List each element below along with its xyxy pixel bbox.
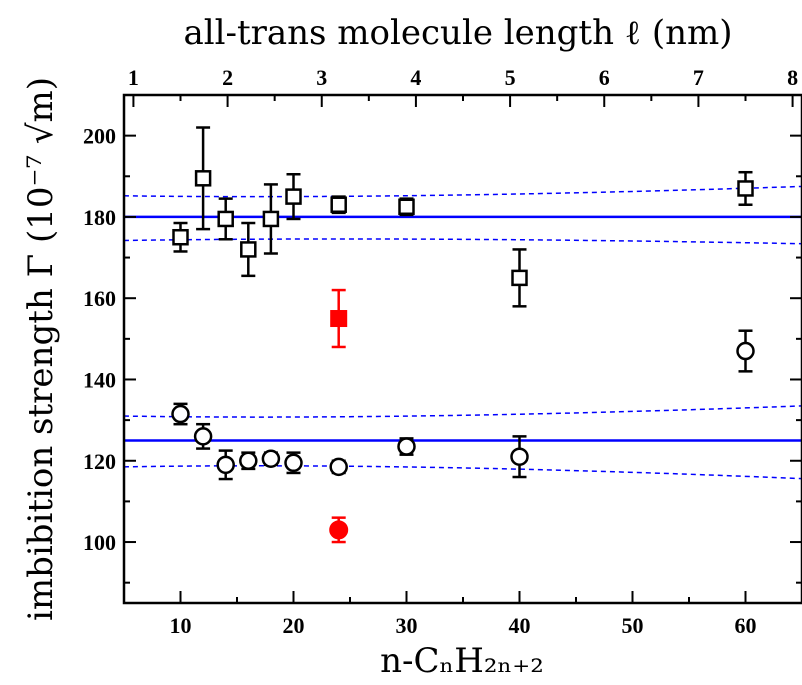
top-tick-label: 1 bbox=[128, 65, 139, 90]
x-tick-label: 40 bbox=[509, 613, 531, 638]
data-point-square bbox=[217, 210, 234, 228]
fit-band-lower bbox=[123, 465, 802, 480]
data-point-square bbox=[262, 210, 280, 228]
y-tick-label: 100 bbox=[83, 530, 116, 555]
data-point-circle bbox=[397, 437, 416, 456]
x-tick-label: 30 bbox=[396, 613, 418, 638]
data-point-circle bbox=[216, 455, 235, 475]
plot-frame bbox=[122, 93, 802, 605]
data-point-square bbox=[398, 198, 415, 216]
y-tick-label: 180 bbox=[83, 205, 116, 230]
x-tick-label: 60 bbox=[735, 613, 757, 638]
top-tick-label: 6 bbox=[599, 65, 610, 90]
x-tick-label: 20 bbox=[283, 613, 305, 638]
fit-band-upper bbox=[123, 405, 802, 418]
y-tick-label: 200 bbox=[83, 124, 116, 149]
data-point-circle bbox=[510, 447, 529, 466]
top-tick-label: 5 bbox=[505, 65, 516, 90]
data-point-square bbox=[330, 196, 347, 213]
data-point-circle bbox=[261, 449, 281, 468]
data-points-layer bbox=[171, 126, 755, 544]
top-tick-label: 2 bbox=[222, 65, 233, 90]
data-point-circle bbox=[284, 453, 303, 473]
y-tick-label: 120 bbox=[83, 449, 116, 474]
top-tick-label: 4 bbox=[410, 65, 421, 90]
data-point-circle bbox=[736, 341, 755, 361]
x-tick-label: 50 bbox=[622, 613, 644, 638]
y-tick-label: 140 bbox=[83, 367, 116, 392]
y-tick-label: 160 bbox=[83, 286, 116, 311]
y-axis-title: imbibition strength Γ (10⁻⁷ √m) bbox=[21, 77, 61, 621]
data-point-filled-circle bbox=[329, 520, 349, 540]
data-point-square bbox=[240, 241, 257, 258]
ticks-layer: 10 20 30 40 50 60 100 120 140 160 180 200 1 2 3 4 5 6 7 8 bbox=[83, 65, 802, 638]
top-axis-title: all-trans molecule length ℓ (nm) bbox=[183, 13, 732, 53]
fit-lines-layer bbox=[123, 185, 802, 480]
data-point-circle bbox=[239, 451, 258, 471]
top-tick-label: 8 bbox=[787, 65, 798, 90]
fit-band-lower bbox=[123, 238, 802, 245]
data-point-square bbox=[194, 170, 212, 187]
data-point-square bbox=[285, 188, 302, 205]
fit-band-upper bbox=[123, 185, 802, 198]
data-point-circle bbox=[171, 404, 190, 424]
x-tick-label: 10 bbox=[170, 613, 192, 638]
data-point-square bbox=[172, 228, 189, 246]
data-point-filled-square bbox=[330, 310, 348, 328]
data-point-square bbox=[737, 180, 754, 197]
data-point-circle bbox=[329, 457, 348, 477]
data-point-circle bbox=[193, 427, 213, 446]
x-axis-title: n-CₙH₂ₙ₊₂ bbox=[380, 641, 544, 681]
top-tick-label: 3 bbox=[316, 65, 327, 90]
data-point-square bbox=[511, 269, 528, 287]
top-tick-label: 7 bbox=[693, 65, 704, 90]
